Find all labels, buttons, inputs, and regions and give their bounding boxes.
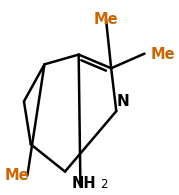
Text: Me: Me — [151, 47, 175, 62]
Text: N: N — [117, 94, 130, 109]
Text: Me: Me — [94, 12, 118, 27]
Text: Me: Me — [5, 168, 29, 183]
Text: NH: NH — [71, 176, 96, 191]
Text: 2: 2 — [100, 178, 108, 191]
